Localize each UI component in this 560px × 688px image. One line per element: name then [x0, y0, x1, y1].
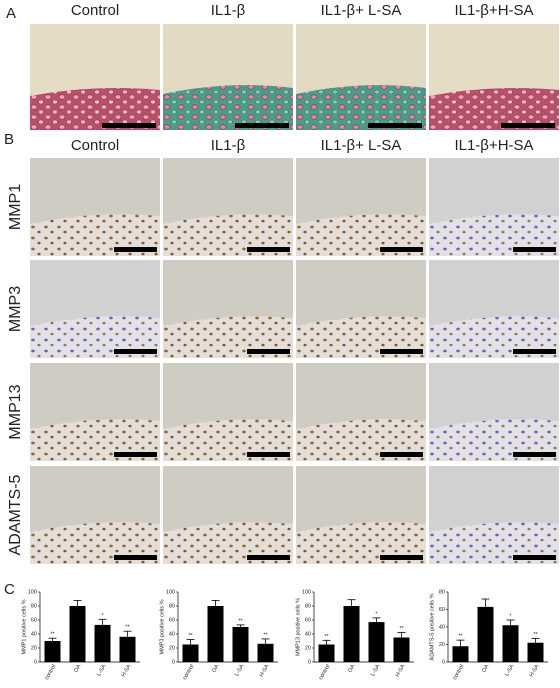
- significance: *: [101, 613, 104, 619]
- x-tick-label: L-SA: [370, 663, 381, 677]
- y-tick-label: 40: [169, 631, 175, 637]
- column-header: IL1-β+ L-SA: [321, 2, 402, 19]
- x-tick-label: OA: [73, 663, 82, 673]
- x-tick-label: L-SA: [234, 663, 245, 677]
- y-tick-label: 60: [305, 617, 311, 623]
- y-axis-label: MMP3 positive cells %: [159, 599, 165, 654]
- micrograph: [30, 24, 160, 130]
- x-tick-label: H-SA: [529, 663, 541, 678]
- y-tick-label: 20: [169, 645, 175, 651]
- y-tick-label: 80: [439, 589, 445, 595]
- bar: [452, 646, 469, 662]
- x-tick-label: control: [452, 664, 465, 681]
- bar: [368, 622, 385, 662]
- y-tick-label: 60: [169, 617, 175, 623]
- x-tick-label: OA: [481, 663, 490, 673]
- column-header: IL1-β+H-SA: [454, 137, 533, 154]
- y-tick-label: 20: [439, 642, 445, 648]
- significance: **: [125, 625, 130, 631]
- y-tick-label: 40: [439, 624, 445, 630]
- bar: [207, 606, 224, 662]
- x-tick-label: control: [44, 664, 57, 681]
- bar: [69, 606, 86, 662]
- y-tick-label: 60: [31, 617, 37, 623]
- column-header: Control: [71, 2, 119, 19]
- bar: [44, 641, 61, 662]
- y-tick-label: 0: [172, 659, 175, 665]
- bar: [257, 643, 274, 662]
- panel-label: B: [4, 131, 14, 148]
- x-tick-label: OA: [347, 663, 356, 673]
- significance: *: [509, 613, 512, 619]
- y-tick-label: 20: [31, 645, 37, 651]
- y-tick-label: 0: [442, 659, 445, 665]
- y-tick-label: 80: [305, 603, 311, 609]
- y-tick-label: 100: [166, 589, 175, 595]
- column-header: IL1-β: [211, 137, 246, 154]
- y-axis-label: MMP1 positive cells %: [21, 599, 27, 654]
- significance: **: [263, 632, 268, 638]
- significance: **: [188, 633, 193, 639]
- y-tick-label: 60: [439, 607, 445, 613]
- bar: [94, 624, 111, 662]
- significance: **: [324, 634, 329, 640]
- micrograph: [163, 24, 293, 130]
- row-label: MMP13: [7, 384, 24, 439]
- bar: [182, 644, 199, 662]
- micrograph-grid: [30, 158, 559, 564]
- bar: [119, 636, 136, 662]
- y-tick-label: 40: [305, 631, 311, 637]
- column-header: Control: [71, 137, 119, 154]
- x-tick-label: H-SA: [395, 663, 407, 678]
- row-label: ADAMTS-5: [7, 474, 24, 555]
- x-tick-label: L-SA: [96, 663, 107, 677]
- bar: [343, 606, 360, 662]
- x-tick-label: control: [182, 664, 195, 681]
- micrograph: [429, 24, 559, 130]
- y-axis-label: MMP13 positive cells %: [295, 598, 301, 656]
- bar: [502, 625, 519, 662]
- y-tick-label: 100: [302, 589, 311, 595]
- column-header: IL1-β: [211, 2, 246, 19]
- column-header: IL1-β+ L-SA: [321, 137, 402, 154]
- significance: **: [50, 632, 55, 638]
- bar: [527, 642, 544, 662]
- row-label: MMP3: [7, 286, 24, 332]
- y-tick-label: 0: [308, 659, 311, 665]
- y-axis-label: ADAMTS-5 positive cells %: [429, 593, 435, 660]
- bar: [477, 606, 494, 662]
- column-header: IL1-β+H-SA: [454, 2, 533, 19]
- y-tick-label: 0: [34, 659, 37, 665]
- significance: *: [375, 611, 378, 617]
- bar: [318, 644, 335, 662]
- y-tick-label: 40: [31, 631, 37, 637]
- panel-label: A: [6, 5, 16, 22]
- bar: [232, 627, 249, 662]
- significance: **: [399, 626, 404, 632]
- y-tick-label: 20: [305, 645, 311, 651]
- y-tick-label: 80: [169, 603, 175, 609]
- x-tick-label: control: [318, 664, 331, 681]
- x-tick-label: OA: [211, 663, 220, 673]
- panel-label: C: [4, 581, 15, 598]
- significance: **: [458, 634, 463, 640]
- y-tick-label: 100: [28, 589, 37, 595]
- significance: **: [238, 618, 243, 624]
- significance: **: [533, 632, 538, 638]
- y-tick-label: 80: [31, 603, 37, 609]
- x-tick-label: H-SA: [121, 663, 133, 678]
- row-label: MMP1: [7, 184, 24, 230]
- micrograph: [296, 24, 426, 130]
- x-tick-label: L-SA: [504, 663, 515, 677]
- bar: [393, 637, 410, 662]
- x-tick-label: H-SA: [259, 663, 271, 678]
